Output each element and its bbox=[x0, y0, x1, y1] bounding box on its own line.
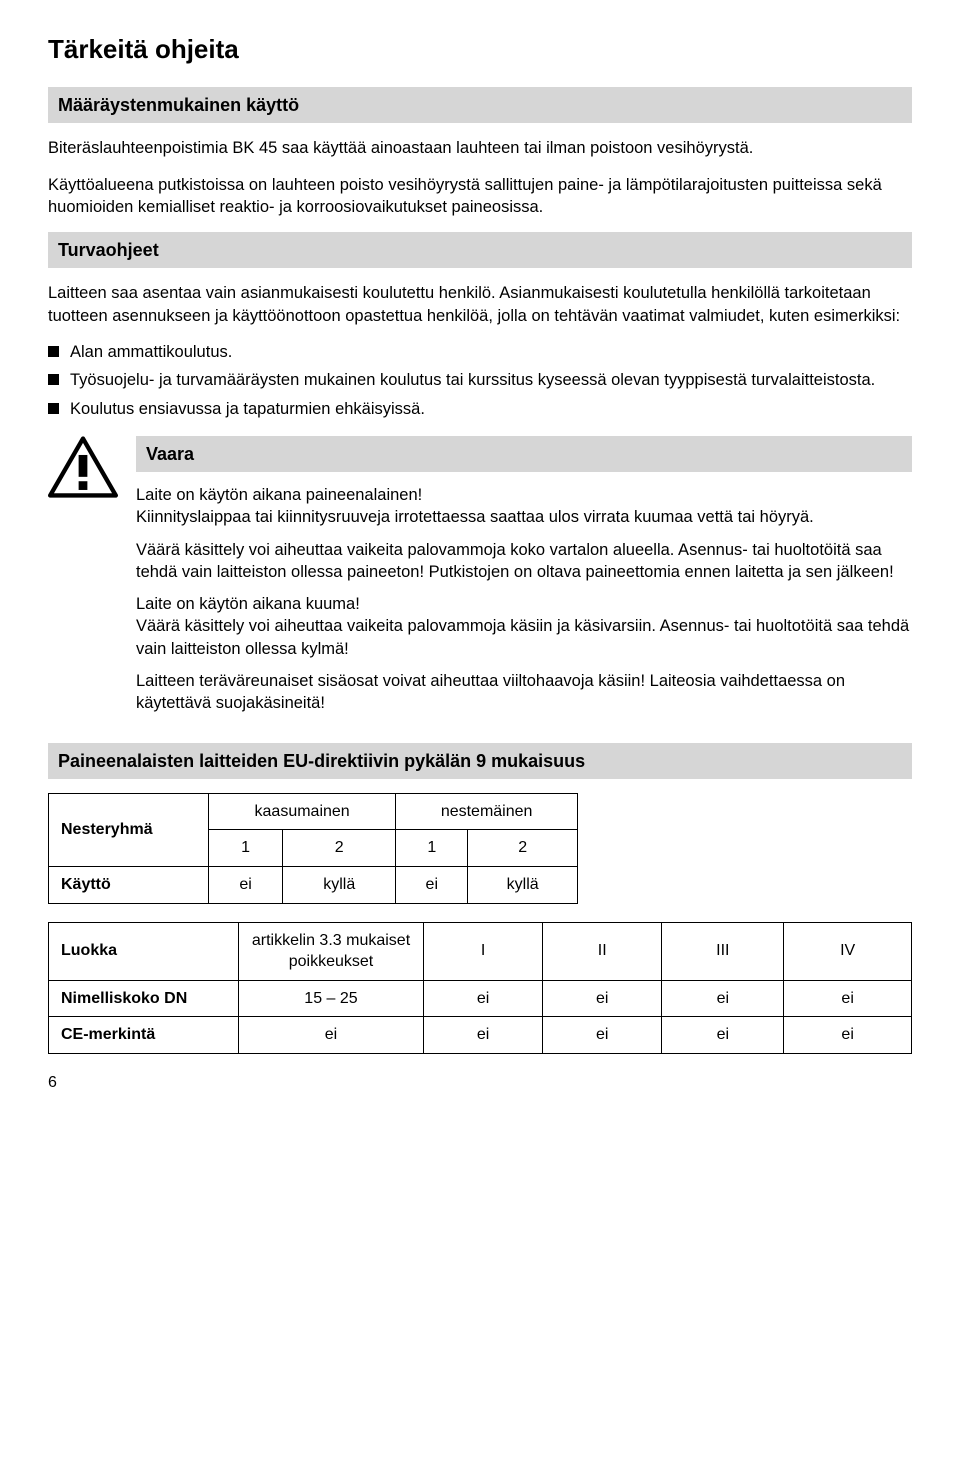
page-number: 6 bbox=[48, 1072, 912, 1094]
t2-dn-2: ei bbox=[424, 980, 543, 1017]
safety-bullet-1: Alan ammattikoulutus. bbox=[48, 341, 912, 363]
t1-use-2: kyllä bbox=[283, 866, 396, 903]
warning-triangle-icon bbox=[48, 436, 118, 505]
t2-ce-2: ei bbox=[424, 1017, 543, 1054]
t1-fluid-group-label: Nesteryhmä bbox=[49, 793, 209, 866]
section-header-compliance: Paineenalaisten laitteiden EU-direktiivi… bbox=[48, 743, 912, 779]
t2-class-exc: artikkelin 3.3 mukaiset poikkeukset bbox=[239, 922, 424, 980]
danger-title: Vaara bbox=[136, 436, 912, 472]
t2-class-3: III bbox=[662, 922, 784, 980]
t2-ce-5: ei bbox=[784, 1017, 912, 1054]
t1-g1: 1 bbox=[209, 830, 283, 867]
page-title: Tärkeitä ohjeita bbox=[48, 32, 912, 67]
intended-use-p2: Käyttöalueena putkistoissa on lauhteen p… bbox=[48, 174, 912, 219]
t1-use-1: ei bbox=[209, 866, 283, 903]
safety-bullets: Alan ammattikoulutus. Työsuojelu- ja tur… bbox=[48, 341, 912, 420]
t2-ce-3: ei bbox=[543, 1017, 662, 1054]
danger-p4: Laitteen teräväreunaiset sisäosat voivat… bbox=[136, 670, 912, 715]
danger-p3: Laite on käytön aikana kuuma! Väärä käsi… bbox=[136, 593, 912, 660]
safety-bullet-3: Koulutus ensiavussa ja tapaturmien ehkäi… bbox=[48, 398, 912, 420]
danger-p1: Laite on käytön aikana paineenalainen! K… bbox=[136, 484, 912, 529]
t2-class-4: IV bbox=[784, 922, 912, 980]
t1-use-3: ei bbox=[396, 866, 468, 903]
t2-ce-label: CE-merkintä bbox=[49, 1017, 239, 1054]
t2-class-2: II bbox=[543, 922, 662, 980]
t1-gaseous: kaasumainen bbox=[209, 793, 396, 830]
t2-ce-4: ei bbox=[662, 1017, 784, 1054]
t2-ce-1: ei bbox=[239, 1017, 424, 1054]
t2-class-1: I bbox=[424, 922, 543, 980]
safety-bullet-2: Työsuojelu- ja turvamääräysten mukainen … bbox=[48, 369, 912, 391]
section-header-safety: Turvaohjeet bbox=[48, 232, 912, 268]
t1-g2: 2 bbox=[283, 830, 396, 867]
safety-p1: Laitteen saa asentaa vain asianmukaisest… bbox=[48, 282, 912, 327]
intended-use-p1: Biteräslauhteenpoistimia BK 45 saa käytt… bbox=[48, 137, 912, 159]
t1-l2: 2 bbox=[468, 830, 578, 867]
danger-block: Vaara Laite on käytön aikana paineenalai… bbox=[48, 436, 912, 725]
fluid-group-table: Nesteryhmä kaasumainen nestemäinen 1 2 1… bbox=[48, 793, 578, 904]
t2-dn-5: ei bbox=[784, 980, 912, 1017]
t2-dn-1: 15 – 25 bbox=[239, 980, 424, 1017]
t2-dn-label: Nimelliskoko DN bbox=[49, 980, 239, 1017]
t1-use-label: Käyttö bbox=[49, 866, 209, 903]
t1-use-4: kyllä bbox=[468, 866, 578, 903]
danger-p2: Väärä käsittely voi aiheuttaa vaikeita p… bbox=[136, 539, 912, 584]
t1-liquid: nestemäinen bbox=[396, 793, 578, 830]
t2-class-label: Luokka bbox=[49, 922, 239, 980]
t2-dn-4: ei bbox=[662, 980, 784, 1017]
section-header-intended-use: Määräystenmukainen käyttö bbox=[48, 87, 912, 123]
t1-l1: 1 bbox=[396, 830, 468, 867]
t2-dn-3: ei bbox=[543, 980, 662, 1017]
category-table: Luokka artikkelin 3.3 mukaiset poikkeuks… bbox=[48, 922, 912, 1054]
